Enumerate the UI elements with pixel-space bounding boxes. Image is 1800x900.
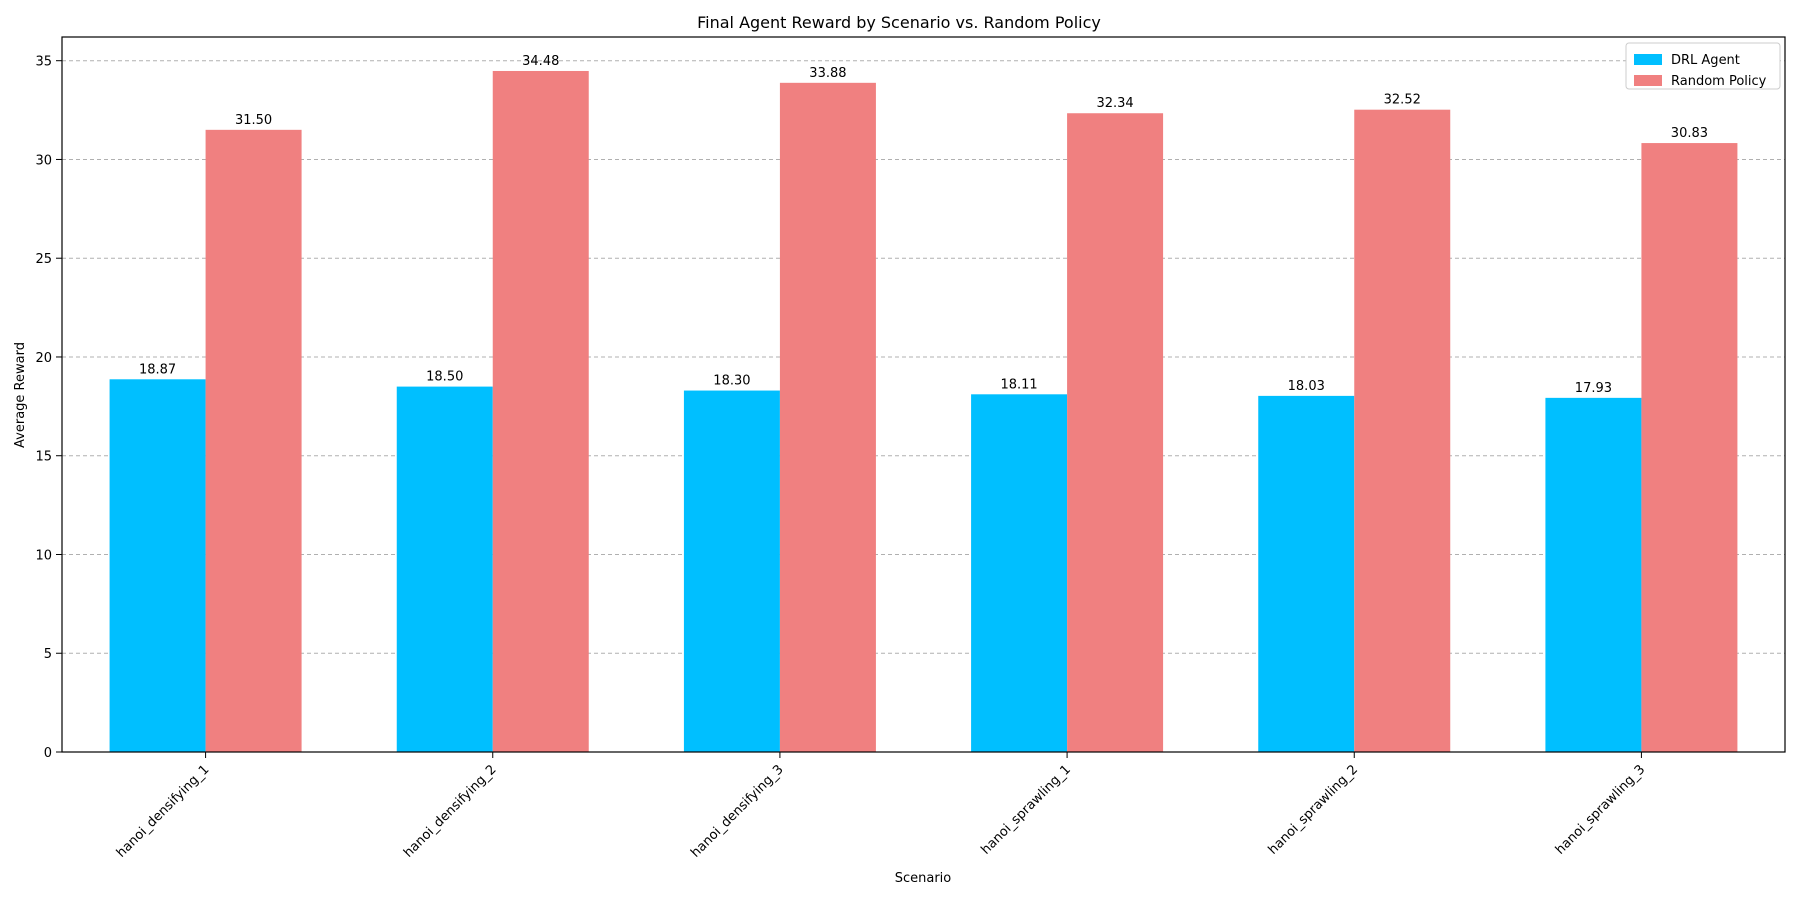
legend-box xyxy=(1625,42,1781,90)
y-tick-label: 25 xyxy=(35,252,52,267)
x-tick-label: hanoi_densifying_2 xyxy=(401,762,500,861)
x-axis-label: Scenario xyxy=(895,871,952,886)
bar-drl-agent xyxy=(683,390,780,752)
x-tick-label: hanoi_sprawling_1 xyxy=(978,762,1073,857)
bar-drl-agent xyxy=(971,394,1068,752)
bar-random-policy xyxy=(205,129,302,753)
bar-random-policy xyxy=(1067,113,1164,752)
bar-drl-agent xyxy=(396,386,493,752)
plot-frame xyxy=(61,36,1786,753)
data-label: 32.34 xyxy=(1096,96,1133,111)
data-labels: 18.87 31.50 18.50 34.48 18.30 33.88 18.11 32.34… xyxy=(139,54,1708,396)
x-tick-label: hanoi_densifying_3 xyxy=(688,762,787,861)
bar-drl-agent xyxy=(1258,395,1355,752)
data-label: 18.03 xyxy=(1288,379,1325,394)
data-label: 17.93 xyxy=(1575,381,1612,396)
data-label: 18.11 xyxy=(1000,377,1037,392)
data-label: 18.30 xyxy=(713,374,750,389)
bar-random-policy xyxy=(779,82,876,753)
y-tick-label: 15 xyxy=(35,450,52,465)
chart-title: Final Agent Reward by Scenario vs. Rando… xyxy=(697,13,1101,32)
data-label: 33.88 xyxy=(809,66,846,81)
legend-label: Random Policy xyxy=(1671,74,1767,89)
bar-drl-agent xyxy=(109,379,206,752)
bar-drl-agent xyxy=(1545,397,1642,752)
x-tick-label: hanoi_densifying_1 xyxy=(114,762,213,861)
y-tick-label: 5 xyxy=(44,647,52,662)
data-label: 18.50 xyxy=(426,370,463,385)
data-label: 30.83 xyxy=(1671,126,1708,141)
gridlines xyxy=(62,60,1785,654)
legend-label: DRL Agent xyxy=(1671,53,1740,68)
y-axis-label: Average Reward xyxy=(13,342,28,448)
data-label: 18.87 xyxy=(139,362,176,377)
y-tick-label: 0 xyxy=(44,746,52,761)
data-label: 31.50 xyxy=(235,113,272,128)
legend-swatch xyxy=(1634,54,1662,65)
x-tick-label: hanoi_sprawling_3 xyxy=(1553,762,1648,857)
data-label: 32.52 xyxy=(1384,93,1421,108)
y-tick-label: 10 xyxy=(35,548,52,563)
y-axis: 0 5 10 15 20 25 30 35 xyxy=(35,55,62,761)
bar-random-policy xyxy=(1641,143,1738,752)
x-tick-label: hanoi_sprawling_2 xyxy=(1266,762,1361,857)
legend: DRL Agent Random Policy xyxy=(1625,42,1781,90)
x-axis: hanoi_densifying_1 hanoi_densifying_2 hano… xyxy=(114,752,1648,861)
y-tick-label: 20 xyxy=(35,351,52,366)
bar-random-policy xyxy=(492,70,589,753)
bars xyxy=(109,70,1738,753)
y-tick-label: 30 xyxy=(35,153,52,168)
legend-swatch xyxy=(1634,75,1662,86)
data-label: 34.48 xyxy=(522,54,559,69)
bar-random-policy xyxy=(1354,109,1451,753)
y-tick-label: 35 xyxy=(35,55,52,70)
